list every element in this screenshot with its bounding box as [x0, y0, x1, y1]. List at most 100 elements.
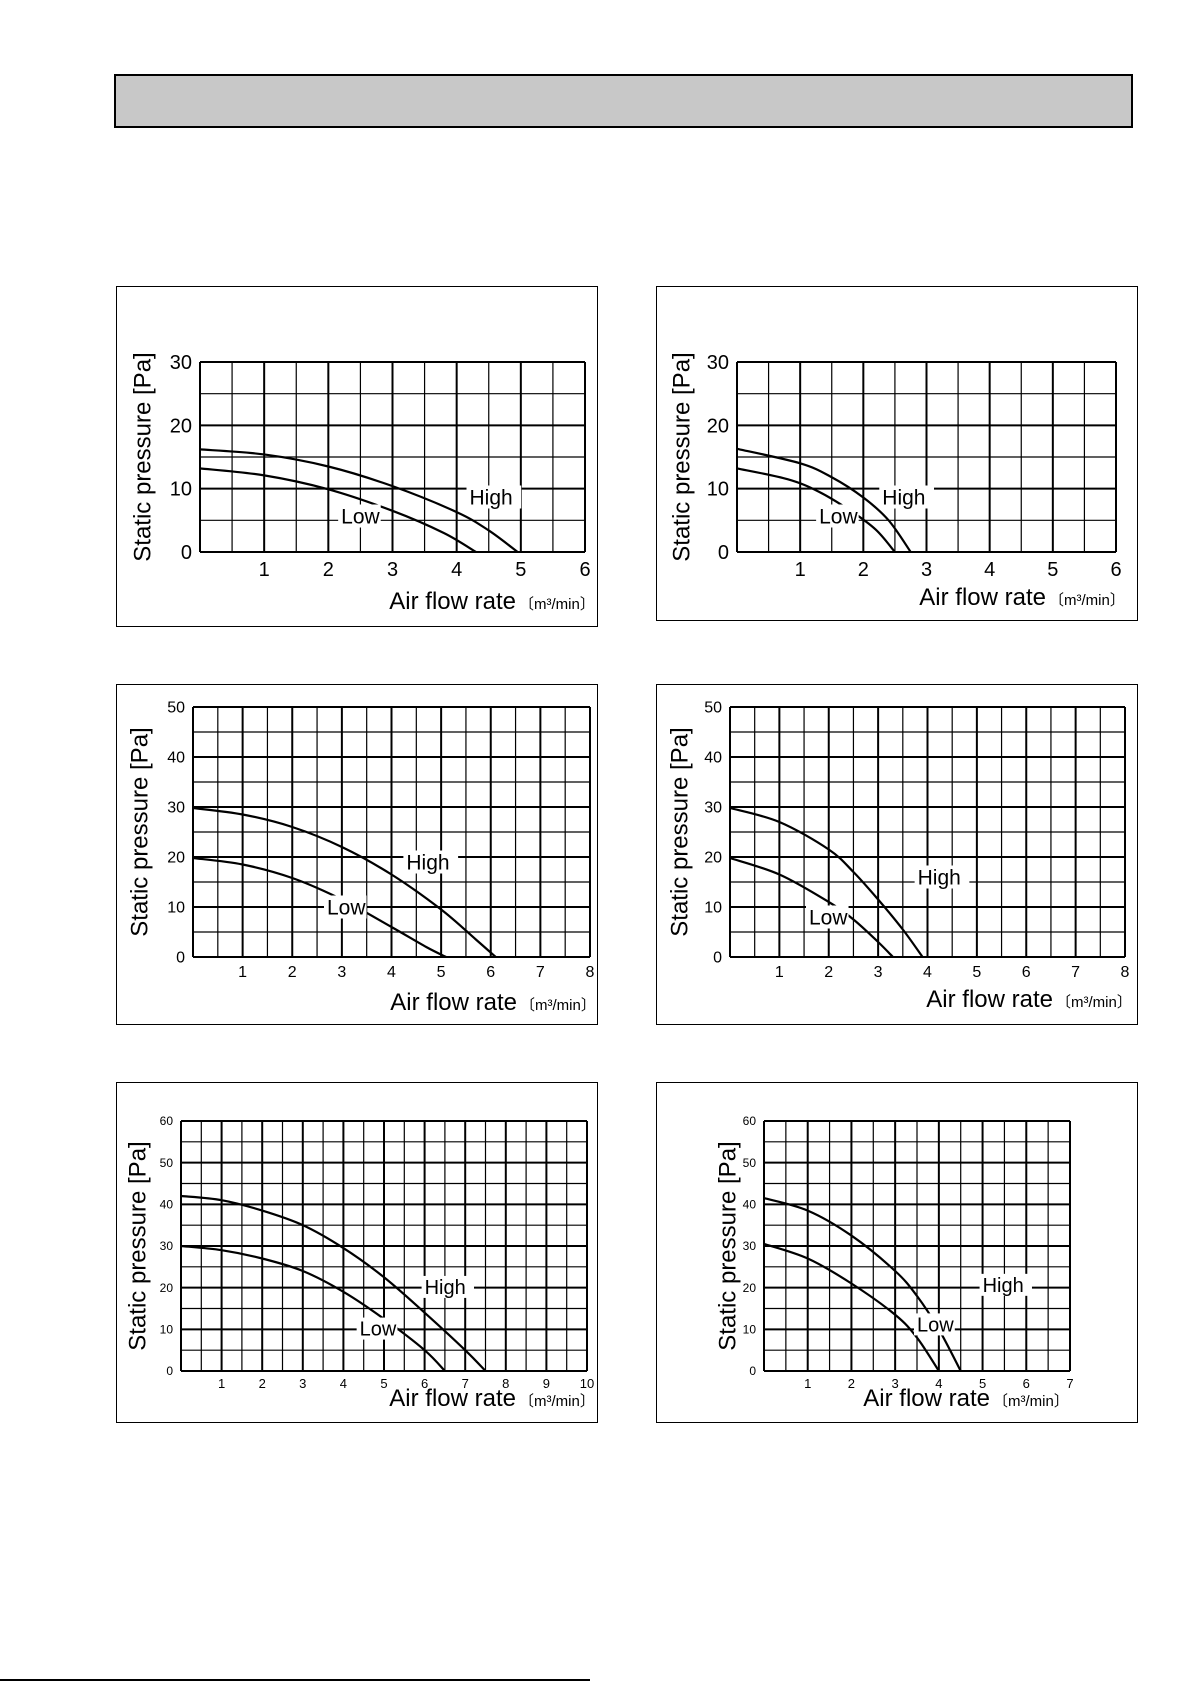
x-axis-unit: 〔m³/min〕 [519, 1393, 595, 1410]
x-tick-label: 4 [935, 1376, 942, 1391]
y-tick-label: 30 [704, 800, 722, 817]
series-label-bg [816, 504, 859, 528]
x-tick-label: 2 [848, 1376, 855, 1391]
series-label-low: Low [809, 907, 848, 930]
y-axis-title: Static pressure [Pa] [129, 352, 156, 561]
chart-svg-3: High Low 0 10 20 30 40 50 1 2 3 4 5 6 7 8 Static pressur… [126, 700, 596, 1016]
series-label-bg [421, 1275, 474, 1298]
section-header-bar [114, 74, 1133, 128]
x-tick-label: 1 [804, 1376, 811, 1391]
x-tick-label: 3 [299, 1376, 306, 1391]
x-tick-label: 8 [1121, 964, 1130, 981]
y-tick-label: 0 [181, 542, 192, 564]
series-label-high: High [425, 1277, 466, 1299]
y-axis-title: Static pressure [Pa] [668, 352, 695, 561]
y-tick-label: 20 [160, 1281, 174, 1295]
x-tick-label: 6 [579, 559, 590, 581]
series-label-low: Low [341, 506, 380, 529]
series-label-bg [914, 865, 970, 889]
y-axis-title: Static pressure [Pa] [126, 727, 153, 936]
x-tick-label: 1 [775, 964, 784, 981]
curve-high [736, 447, 912, 553]
footer-rule [0, 1679, 590, 1681]
x-tick-label: 5 [979, 1376, 986, 1391]
x-tick-label: 1 [795, 559, 806, 581]
curve-high [192, 806, 497, 958]
y-tick-label: 40 [160, 1198, 174, 1212]
x-axis-title: Air flow rate [863, 1385, 990, 1412]
y-tick-label: 10 [167, 900, 185, 917]
y-tick-label: 50 [167, 700, 185, 717]
curve-low [736, 467, 896, 553]
y-tick-label: 20 [743, 1281, 757, 1295]
x-tick-label: 8 [502, 1376, 509, 1391]
x-tick-label: 3 [337, 964, 346, 981]
y-tick-label: 10 [743, 1323, 757, 1337]
chart-svg-1: High Low 0 10 20 30 1 2 3 4 5 6 Static pressure [Pa]… [129, 352, 595, 615]
y-tick-label: 20 [167, 850, 185, 867]
y-tick-label: 10 [707, 479, 729, 501]
chart-svg-4: High Low 0 10 20 30 40 50 1 2 3 4 5 6 7 8 Static pressur… [666, 700, 1131, 1013]
x-tick-label: 2 [323, 559, 334, 581]
y-tick-label: 30 [707, 352, 729, 374]
x-tick-label: 4 [340, 1376, 347, 1391]
y-tick-label: 10 [704, 900, 722, 917]
x-tick-label: 2 [288, 964, 297, 981]
x-tick-label: 5 [1047, 559, 1058, 581]
chart-grid [729, 706, 1126, 958]
chart-panel-6: High Low 0 10 20 30 40 50 60 1 2 3 4 5 6 7 Static pressu… [656, 1082, 1138, 1423]
x-axis-unit: 〔m³/min〕 [519, 596, 595, 613]
series-label-bg [806, 905, 849, 929]
x-tick-label: 2 [259, 1376, 266, 1391]
series-label-bg [914, 1313, 955, 1336]
chart-grid [180, 1120, 588, 1372]
x-tick-label: 3 [387, 559, 398, 581]
x-axis-title: Air flow rate [390, 989, 517, 1016]
y-tick-label: 40 [704, 750, 722, 767]
y-tick-label: 40 [167, 750, 185, 767]
x-tick-label: 7 [536, 964, 545, 981]
chart-panel-1: High Low 0 10 20 30 1 2 3 4 5 6 Static pressure [Pa]… [116, 286, 598, 627]
series-label-low: Low [917, 1314, 954, 1336]
y-tick-label: 10 [170, 479, 192, 501]
x-tick-label: 6 [421, 1376, 428, 1391]
y-tick-label: 20 [704, 850, 722, 867]
x-tick-label: 9 [543, 1376, 550, 1391]
y-tick-label: 30 [160, 1239, 174, 1253]
x-axis-unit: 〔m³/min〕 [520, 997, 596, 1014]
x-axis-unit: 〔m³/min〕 [993, 1393, 1069, 1410]
curve-high [763, 1197, 962, 1372]
x-tick-label: 7 [1066, 1376, 1073, 1391]
series-label-bg [338, 504, 381, 528]
x-axis-title: Air flow rate [389, 588, 516, 615]
x-tick-label: 3 [892, 1376, 899, 1391]
x-tick-label: 3 [921, 559, 932, 581]
y-tick-label: 30 [170, 352, 192, 374]
series-label-bg [356, 1317, 398, 1340]
x-tick-label: 6 [486, 964, 495, 981]
x-tick-label: 4 [984, 559, 995, 581]
x-tick-label: 6 [1023, 1376, 1030, 1391]
x-tick-label: 2 [858, 559, 869, 581]
curve-high [180, 1194, 487, 1372]
series-label-high: High [406, 852, 449, 875]
x-tick-label: 6 [1110, 559, 1121, 581]
curve-low [763, 1242, 940, 1372]
series-label-bg [979, 1273, 1032, 1296]
y-tick-label: 30 [167, 800, 185, 817]
series-label-low: Low [327, 897, 366, 920]
x-tick-label: 3 [874, 964, 883, 981]
y-tick-label: 20 [170, 415, 192, 437]
y-tick-label: 0 [176, 950, 185, 967]
y-axis-title: Static pressure [Pa] [714, 1141, 741, 1350]
x-axis-unit: 〔m³/min〕 [1049, 592, 1125, 609]
y-tick-label: 50 [160, 1156, 174, 1170]
y-tick-label: 20 [707, 415, 729, 437]
series-label-high: High [918, 867, 961, 890]
x-tick-label: 5 [972, 964, 981, 981]
y-axis-title: Static pressure [Pa] [124, 1141, 151, 1350]
series-label-bg [466, 485, 522, 509]
x-tick-label: 8 [586, 964, 595, 981]
x-tick-label: 4 [923, 964, 932, 981]
series-label-high: High [470, 487, 513, 510]
